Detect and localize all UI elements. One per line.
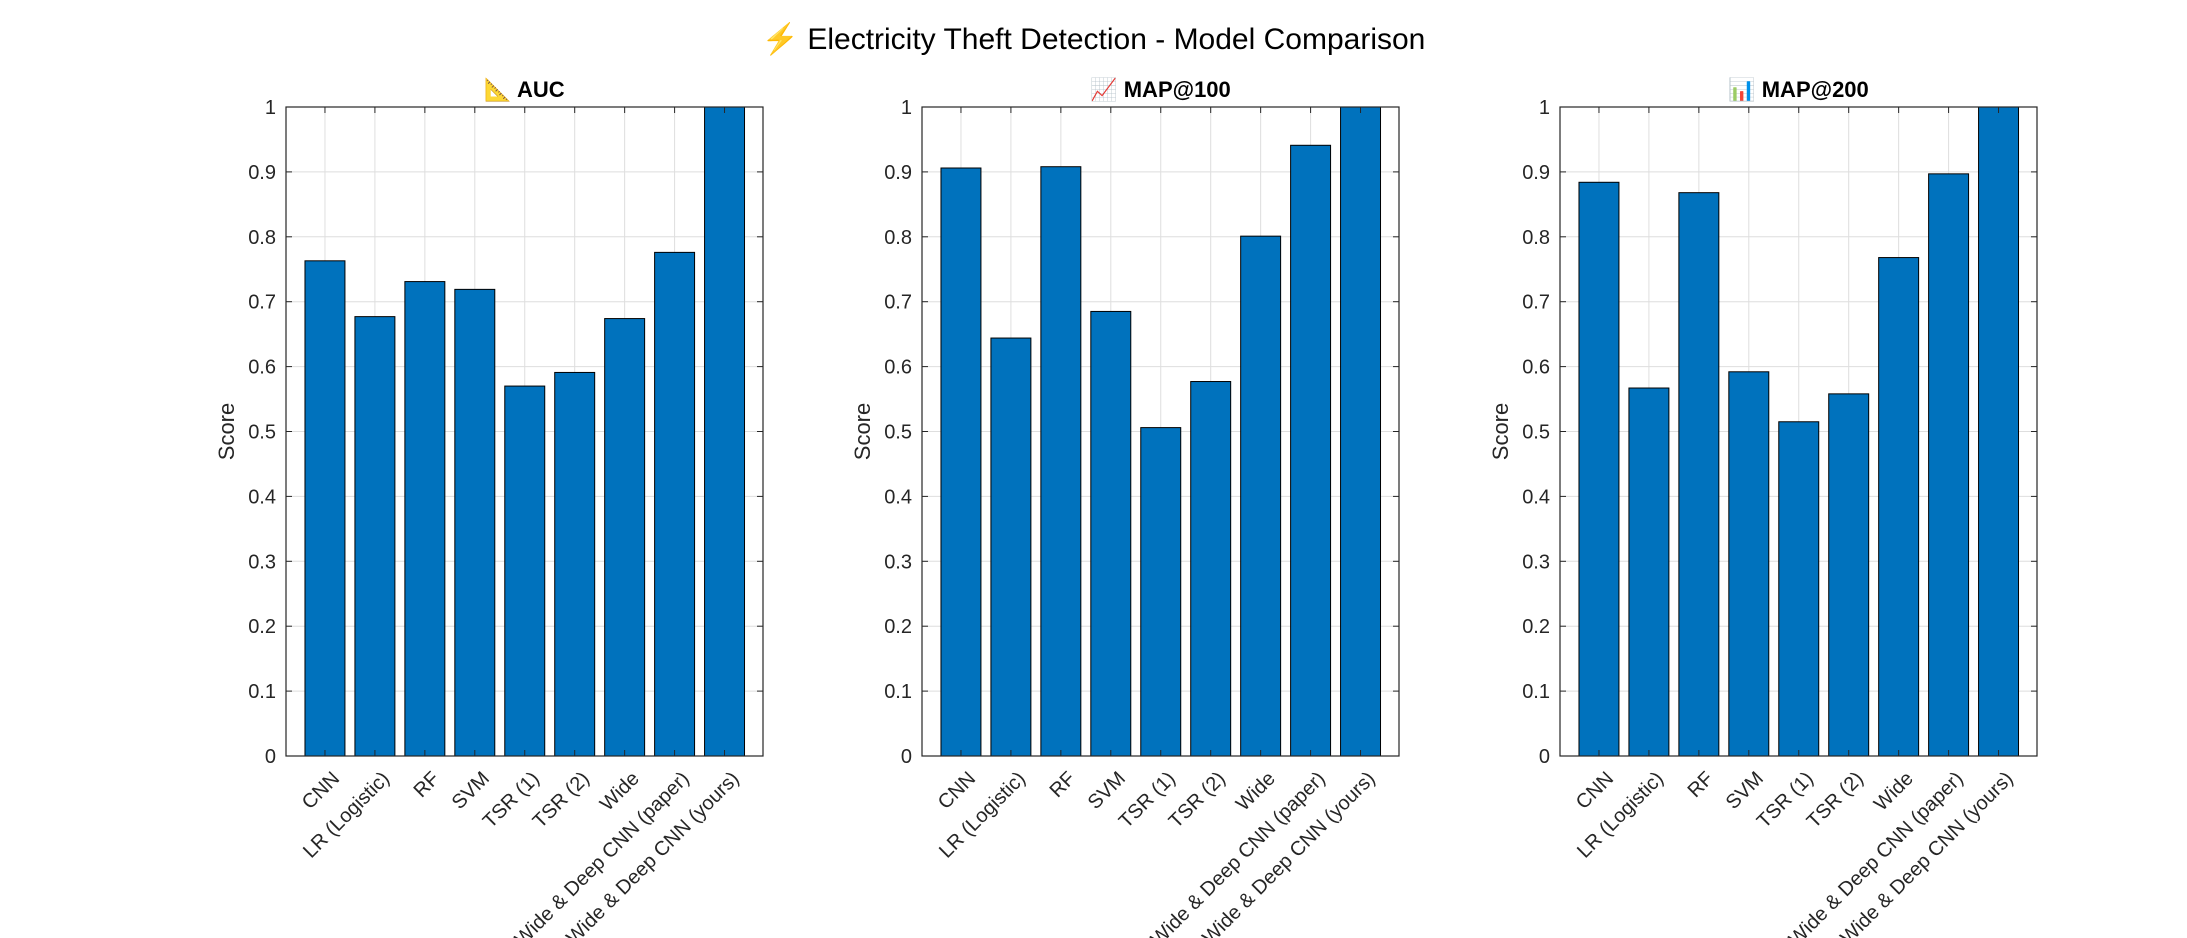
y-tick-label: 0.6 bbox=[884, 357, 912, 379]
y-axis-label: Score bbox=[1488, 403, 1513, 460]
y-tick-label: 0.1 bbox=[248, 681, 276, 703]
bar-9 bbox=[1340, 106, 1382, 757]
y-tick-label: 0.1 bbox=[884, 681, 912, 703]
y-axis-label: Score bbox=[214, 403, 239, 460]
bar-1 bbox=[940, 167, 982, 757]
bar-3 bbox=[1040, 166, 1082, 757]
bar-6 bbox=[554, 371, 596, 757]
bar-1 bbox=[304, 260, 346, 757]
x-tick-label: TSR (2) bbox=[1165, 768, 1230, 833]
panel-title: 📊 MAP@200 bbox=[1728, 77, 1869, 102]
y-tick-label: 0.3 bbox=[1522, 551, 1550, 573]
y-tick-label: 0.3 bbox=[884, 551, 912, 573]
x-tick-label: TSR (2) bbox=[1803, 768, 1868, 833]
y-tick-label: 0.6 bbox=[248, 357, 276, 379]
bar-7 bbox=[604, 318, 646, 757]
y-tick-label: 0.9 bbox=[884, 162, 912, 184]
bar-2 bbox=[354, 316, 396, 757]
y-tick-label: 0.8 bbox=[884, 227, 912, 249]
y-tick-label: 0.9 bbox=[1522, 162, 1550, 184]
x-tick-label: RF bbox=[410, 768, 444, 802]
bar-8 bbox=[1290, 144, 1332, 757]
y-tick-label: 0.1 bbox=[1522, 681, 1550, 703]
y-axis-label: Score bbox=[850, 403, 875, 460]
bar-7 bbox=[1878, 257, 1920, 757]
y-tick-label: 0.7 bbox=[884, 292, 912, 314]
bar-2 bbox=[990, 337, 1032, 757]
y-tick-label: 0.9 bbox=[248, 162, 276, 184]
y-tick-label: 0.8 bbox=[248, 227, 276, 249]
y-tick-label: 0.4 bbox=[1522, 486, 1550, 508]
y-tick-label: 0.2 bbox=[884, 616, 912, 638]
x-tick-label: SVM bbox=[448, 768, 494, 814]
bar-6 bbox=[1828, 393, 1870, 757]
y-tick-label: 0.8 bbox=[1522, 227, 1550, 249]
bar-3 bbox=[404, 281, 446, 757]
y-tick-label: 0.5 bbox=[248, 422, 276, 444]
bar-2 bbox=[1628, 387, 1670, 757]
bar-9 bbox=[1978, 106, 2020, 757]
bar-5 bbox=[1140, 427, 1182, 757]
y-tick-label: 0.3 bbox=[248, 551, 276, 573]
y-tick-label: 1 bbox=[901, 97, 912, 119]
x-tick-label: RF bbox=[1046, 768, 1080, 802]
y-tick-label: 0 bbox=[265, 746, 276, 768]
bar-4 bbox=[1728, 371, 1770, 757]
axes-box bbox=[921, 106, 1400, 757]
x-tick-label: CNN bbox=[934, 768, 980, 814]
bar-3 bbox=[1678, 192, 1720, 757]
y-tick-label: 0.2 bbox=[1522, 616, 1550, 638]
x-tick-label: CNN bbox=[298, 768, 344, 814]
bar-5 bbox=[504, 385, 546, 757]
figure-title: ⚡ Electricity Theft Detection - Model Co… bbox=[761, 23, 1426, 56]
y-tick-label: 1 bbox=[1539, 97, 1550, 119]
x-tick-label: SVM bbox=[1084, 768, 1130, 814]
bar-4 bbox=[454, 288, 496, 757]
bar-7 bbox=[1240, 235, 1282, 757]
y-tick-label: 0 bbox=[1539, 746, 1550, 768]
y-tick-label: 0.7 bbox=[248, 292, 276, 314]
axes-box bbox=[285, 106, 764, 757]
x-tick-label: TSR (2) bbox=[529, 768, 594, 833]
panel-title: 📐 AUC bbox=[484, 77, 564, 102]
x-tick-label: RF bbox=[1684, 768, 1718, 802]
bar-8 bbox=[1928, 173, 1970, 757]
y-tick-label: 0.6 bbox=[1522, 357, 1550, 379]
y-tick-label: 0.5 bbox=[1522, 422, 1550, 444]
bar-5 bbox=[1778, 421, 1820, 757]
x-tick-label: SVM bbox=[1722, 768, 1768, 814]
panel-title: 📈 MAP@100 bbox=[1090, 77, 1231, 102]
bar-1 bbox=[1578, 181, 1620, 757]
axes-box bbox=[1559, 106, 2038, 757]
y-tick-label: 0.5 bbox=[884, 422, 912, 444]
bar-8 bbox=[654, 251, 696, 757]
bar-4 bbox=[1090, 310, 1132, 757]
y-tick-label: 1 bbox=[265, 97, 276, 119]
x-tick-label: CNN bbox=[1572, 768, 1618, 814]
y-tick-label: 0.7 bbox=[1522, 292, 1550, 314]
y-tick-label: 0 bbox=[901, 746, 912, 768]
y-tick-label: 0.4 bbox=[248, 486, 276, 508]
bar-9 bbox=[704, 106, 746, 757]
bar-6 bbox=[1190, 381, 1232, 757]
y-tick-label: 0.2 bbox=[248, 616, 276, 638]
y-tick-label: 0.4 bbox=[884, 486, 912, 508]
